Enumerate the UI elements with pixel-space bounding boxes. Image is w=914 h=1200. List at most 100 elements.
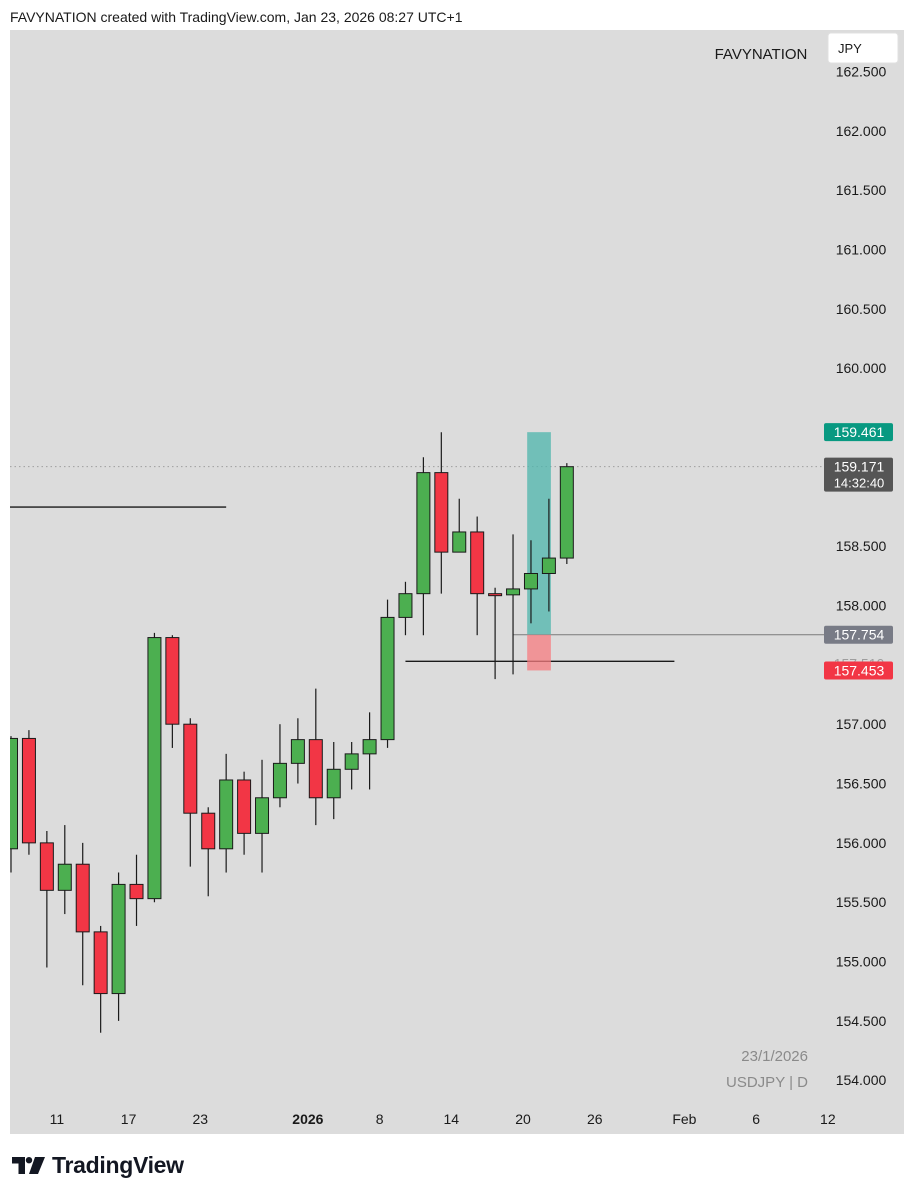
currency-label: JPY	[838, 41, 862, 56]
candle	[75, 842, 90, 986]
candle-body-down	[470, 531, 485, 595]
chart-author-label: FAVYNATION	[715, 46, 808, 63]
y-tick-label: 160.500	[836, 301, 887, 317]
stop-price-label: 157.453	[834, 662, 885, 678]
candle	[559, 463, 574, 564]
candle-body-up	[57, 863, 72, 891]
candle	[290, 718, 305, 784]
candle-body-down	[129, 883, 144, 900]
watermark-symbol: USDJPY | D	[726, 1074, 808, 1091]
candle	[488, 587, 503, 680]
x-tick-label: Feb	[672, 1111, 696, 1127]
candle-body-down	[237, 779, 252, 834]
candle	[272, 724, 287, 808]
tradingview-branding: TradingView	[12, 1152, 184, 1179]
x-tick-label: 8	[376, 1111, 384, 1127]
y-tick-label: 155.500	[836, 894, 887, 910]
candle-body-up	[452, 531, 467, 553]
candle-body-down	[308, 739, 323, 799]
current-price-label: 159.171	[834, 459, 885, 475]
candle	[10, 736, 18, 873]
x-tick-label: 20	[515, 1111, 531, 1127]
candle-body-down	[75, 863, 90, 933]
candle	[165, 635, 180, 748]
x-tick-label: 12	[820, 1111, 836, 1127]
candle	[57, 825, 72, 915]
candle	[308, 688, 323, 826]
chart-background	[10, 30, 904, 1134]
candle-body-up	[559, 466, 574, 559]
candle	[147, 632, 162, 903]
candle-body-up	[272, 762, 287, 799]
y-tick-label: 155.000	[836, 954, 887, 970]
candle-body-down	[488, 593, 503, 597]
candle-body-down	[165, 637, 180, 725]
y-tick-label: 157.000	[836, 716, 887, 732]
target-price-label: 159.461	[834, 424, 885, 440]
x-tick-label: 11	[50, 1111, 65, 1127]
x-tick-label: 2026	[292, 1111, 323, 1127]
position-stop-zone	[527, 634, 551, 671]
entry-price-badge	[824, 625, 893, 644]
chart-attribution: FAVYNATION created with TradingView.com,…	[10, 9, 463, 25]
candle	[111, 872, 126, 1021]
candle	[255, 759, 270, 873]
candle-body-up	[10, 737, 18, 850]
currency-button	[827, 32, 899, 64]
candle	[129, 854, 144, 926]
candle	[344, 742, 359, 790]
candle	[326, 742, 341, 820]
watermark-date: 23/1/2026	[741, 1048, 808, 1065]
candle	[362, 712, 377, 790]
price-chart[interactable]: 162.500 162.000 161.500 161.000 160.500 160.0…	[10, 30, 904, 1134]
entry-price-label: 157.754	[834, 627, 885, 643]
x-tick-label: 14	[444, 1111, 460, 1127]
y-tick-label: 161.000	[836, 242, 887, 258]
chart-area[interactable]: 162.500 162.000 161.500 161.000 160.500 160.0…	[10, 30, 904, 1134]
candle-body-up	[290, 739, 305, 764]
candle-body-up	[416, 472, 431, 595]
candle	[237, 771, 252, 855]
y-tick-label: 160.000	[836, 360, 887, 376]
candle	[219, 753, 234, 873]
current-price-countdown: 14:32:40	[834, 476, 885, 491]
x-tick-label: 17	[121, 1111, 137, 1127]
candle	[201, 807, 216, 897]
target-price-badge	[824, 423, 893, 442]
y-tick-label: 162.500	[836, 64, 887, 80]
candle-body-up	[541, 557, 556, 574]
candle-body-up	[147, 637, 162, 900]
candle	[452, 498, 467, 553]
candle	[21, 730, 36, 855]
candle-body-down	[93, 931, 108, 995]
candle-body-down	[39, 842, 54, 891]
candle-body-down	[201, 812, 216, 850]
candle	[416, 457, 431, 636]
y-tick-label: 162.000	[836, 123, 887, 139]
candle-body-up	[344, 753, 359, 770]
candle	[541, 498, 556, 612]
candle	[380, 599, 395, 748]
x-tick-label: 6	[752, 1111, 760, 1127]
x-tick-label: 23	[193, 1111, 209, 1127]
candle	[506, 534, 521, 675]
candle-body-down	[21, 737, 36, 844]
candle-body-up	[326, 768, 341, 799]
y-tick-label: 154.500	[836, 1013, 887, 1029]
tradingview-brand-text: TradingView	[52, 1152, 184, 1178]
stop-price-badge	[824, 661, 893, 680]
candle-body-up	[111, 883, 126, 995]
y-tick-label: 156.500	[836, 776, 887, 792]
candle	[398, 581, 413, 636]
y-tick-label: 154.000	[836, 1072, 887, 1088]
candle-body-down	[434, 472, 449, 553]
candle-body-up	[398, 593, 413, 618]
y-tick-label: 158.000	[836, 598, 887, 614]
candle-body-up	[506, 588, 521, 596]
candle-body-up	[380, 616, 395, 741]
tradingview-logo-icon	[12, 1157, 45, 1174]
candle	[93, 925, 108, 1033]
y-tick-label: 161.500	[836, 182, 887, 198]
candle	[183, 718, 198, 867]
candle-body-up	[255, 797, 270, 834]
